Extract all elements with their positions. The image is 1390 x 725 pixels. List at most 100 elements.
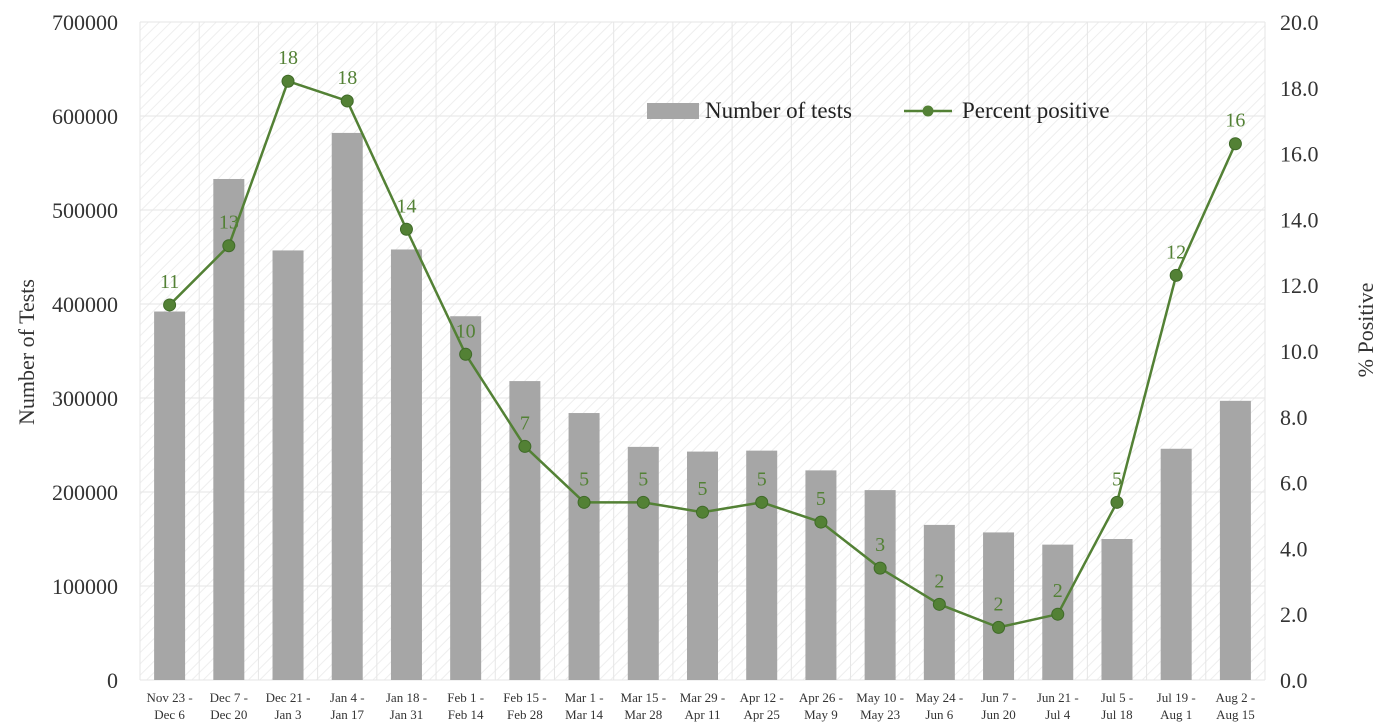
bar	[568, 413, 600, 680]
right-axis-tick-label: 12.0	[1280, 273, 1319, 298]
line-point	[814, 515, 828, 529]
x-axis-tick-label: Jun 21 -	[1037, 690, 1079, 705]
x-axis-tick-label: May 23	[860, 707, 900, 722]
x-axis-tick-label: Jun 20	[981, 707, 1015, 722]
left-axis-tick-label: 0	[107, 668, 118, 693]
x-axis: Nov 23 - Dec 6 Dec 7 - Dec 20 Dec 21 - Jan 3 J…	[146, 690, 1255, 722]
left-axis-title: Number of Tests	[14, 279, 39, 425]
x-axis-tick-label: Aug 15	[1216, 707, 1255, 722]
line-point	[696, 505, 709, 519]
x-axis-tick-label: Jul 19 -	[1157, 690, 1196, 705]
data-label: 13	[219, 212, 239, 234]
bar	[627, 446, 659, 680]
x-axis-tick-label: May 10 -	[856, 690, 904, 705]
x-axis-tick-label: Feb 28	[507, 707, 543, 722]
right-axis-tick-label: 6.0	[1280, 471, 1308, 496]
bar	[390, 249, 422, 681]
x-axis-tick-label: Mar 1 -	[565, 690, 604, 705]
x-axis-tick-label: Dec 20	[210, 707, 247, 722]
x-axis-tick-label: Nov 23 -	[146, 690, 192, 705]
x-axis-tick-label: Jan 17	[330, 707, 364, 722]
data-label: 5	[1112, 468, 1122, 490]
legend-line-marker	[922, 105, 934, 117]
right-axis: 0.0 2.0 4.0 6.0 8.0 10.0 12.0 14.0 16.0 18.0 20.0	[1280, 10, 1319, 693]
line-point	[1228, 137, 1242, 151]
x-axis-tick-label: May 24 -	[916, 690, 964, 705]
x-axis-tick-label: Dec 7 -	[210, 690, 248, 705]
x-axis-tick-label: Jul 18	[1101, 707, 1132, 722]
bar	[805, 470, 837, 680]
vertical-gridlines	[139, 22, 1266, 680]
bar	[450, 316, 482, 680]
legend-line-label: Percent positive	[962, 98, 1110, 123]
line-series	[163, 74, 1242, 634]
line-point	[755, 495, 769, 509]
x-axis-tick-label: Feb 1 -	[447, 690, 484, 705]
line-point	[932, 597, 946, 611]
line-point	[992, 620, 1006, 634]
x-axis-tick-label: May 9	[804, 707, 838, 722]
data-label: 5	[579, 468, 589, 490]
line-point	[873, 561, 887, 575]
right-axis-tick-label: 4.0	[1280, 536, 1308, 561]
left-axis-tick-label: 600000	[52, 104, 118, 129]
data-label: 2	[1053, 580, 1063, 602]
line-point	[399, 222, 413, 236]
line-point	[222, 239, 236, 253]
line-point	[636, 495, 650, 509]
bar	[1160, 448, 1192, 680]
data-labels: 11 13 18 18 14 10 7 5 5 5 5 5 3 2 2 2 5 12 16	[160, 47, 1245, 615]
x-axis-tick-label: Jan 18 -	[386, 690, 427, 705]
x-axis-tick-label: Jul 5 -	[1101, 690, 1134, 705]
line-point	[577, 495, 591, 509]
data-label: 5	[816, 488, 826, 510]
data-label: 18	[337, 67, 357, 89]
x-axis-tick-label: Mar 28	[624, 707, 662, 722]
data-label: 18	[278, 47, 298, 69]
line-point	[1110, 495, 1124, 509]
bar	[213, 178, 245, 681]
line-point	[163, 298, 177, 312]
x-axis-tick-label: Mar 14	[565, 707, 603, 722]
bar	[154, 311, 186, 680]
x-axis-tick-label: Aug 1	[1160, 707, 1192, 722]
line-point	[518, 439, 532, 453]
data-label: 2	[934, 570, 944, 592]
line-point	[1169, 268, 1183, 282]
left-axis-tick-label: 400000	[52, 292, 118, 317]
data-label: 5	[638, 468, 648, 490]
x-axis-tick-label: Apr 12 -	[740, 690, 784, 705]
x-axis-tick-label: Apr 26 -	[799, 690, 843, 705]
right-axis-tick-label: 16.0	[1280, 142, 1319, 167]
data-label: 11	[160, 271, 179, 293]
left-axis-tick-label: 200000	[52, 480, 118, 505]
right-axis-tick-label: 0.0	[1280, 668, 1308, 693]
x-axis-tick-label: Dec 21 -	[266, 690, 311, 705]
bar	[1101, 539, 1133, 680]
data-label: 5	[698, 478, 708, 500]
bar-series	[154, 132, 1251, 681]
right-axis-title: % Positive	[1353, 283, 1378, 378]
right-axis-tick-label: 14.0	[1280, 207, 1319, 232]
legend: Number of tests Percent positive	[647, 98, 1110, 123]
x-axis-tick-label: Jun 6	[925, 707, 953, 722]
bar	[864, 490, 896, 680]
left-axis-tick-label: 100000	[52, 574, 118, 599]
right-axis-tick-label: 20.0	[1280, 10, 1319, 35]
x-axis-tick-label: Apr 11	[685, 707, 721, 722]
data-label: 14	[396, 195, 416, 217]
x-axis-tick-label: Mar 15 -	[621, 690, 667, 705]
data-label: 5	[757, 468, 767, 490]
x-axis-tick-label: Feb 15 -	[503, 690, 546, 705]
legend-bar-label: Number of tests	[705, 98, 852, 123]
x-axis-tick-label: Jan 31	[390, 707, 424, 722]
line-point	[1051, 607, 1065, 621]
bar	[331, 132, 363, 681]
bar	[983, 532, 1015, 680]
x-axis-tick-label: Feb 14	[448, 707, 484, 722]
left-axis: 0 100000 200000 300000 400000 500000 600000 700…	[52, 10, 118, 693]
left-axis-tick-label: 500000	[52, 198, 118, 223]
x-axis-tick-label: Apr 25	[743, 707, 779, 722]
